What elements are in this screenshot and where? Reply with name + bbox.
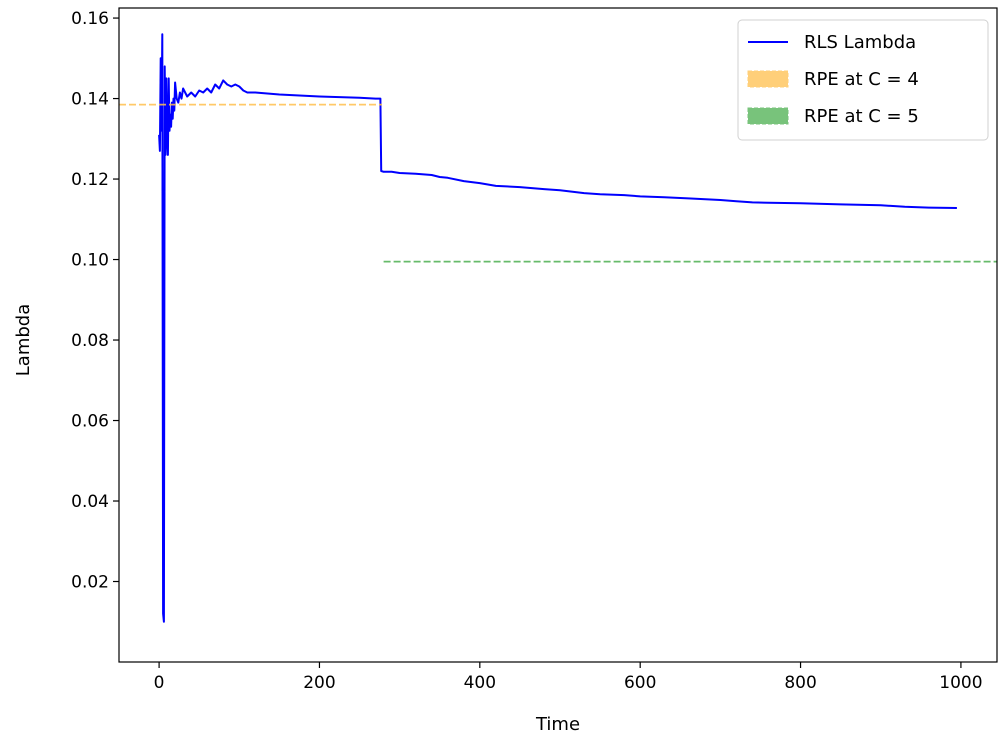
y-tick-label: 0.10: [71, 251, 109, 271]
x-tick-label: 1000: [939, 673, 982, 693]
series-layer: [119, 33, 997, 623]
y-axis-label: Lambda: [13, 304, 34, 376]
x-axis-label: Time: [535, 714, 580, 735]
x-tick-label: 800: [784, 673, 816, 693]
legend-label: RPE at C = 4: [804, 69, 919, 90]
y-tick-label: 0.06: [71, 412, 109, 432]
legend-box: [737, 19, 989, 141]
legend: RLS Lambda RPE at C = 4 RPE at C = 5: [737, 19, 989, 141]
y-tick-label: 0.12: [71, 170, 109, 190]
y-tick-label: 0.04: [71, 492, 109, 512]
legend-swatch: [747, 107, 789, 125]
y-tick-label: 0.02: [71, 573, 109, 593]
legend-label: RPE at C = 5: [804, 106, 919, 127]
y-tick-label: 0.14: [71, 90, 109, 110]
series-line-1: [158, 33, 957, 623]
legend-label: RLS Lambda: [804, 32, 916, 53]
x-tick-label: 0: [154, 673, 165, 693]
legend-swatch: [747, 70, 789, 88]
y-tick-label: 0.08: [71, 331, 109, 351]
x-axis-ticks: 0 200 400 600 800 1000: [154, 662, 983, 693]
y-tick-label: 0.16: [71, 9, 109, 29]
x-tick-label: 600: [624, 673, 656, 693]
x-tick-label: 400: [464, 673, 496, 693]
y-axis-ticks: 0.02 0.04 0.06 0.08 0.10 0.12 0.14 0.16: [71, 9, 119, 593]
x-tick-label: 200: [303, 673, 335, 693]
plot-frame: [118, 7, 998, 663]
